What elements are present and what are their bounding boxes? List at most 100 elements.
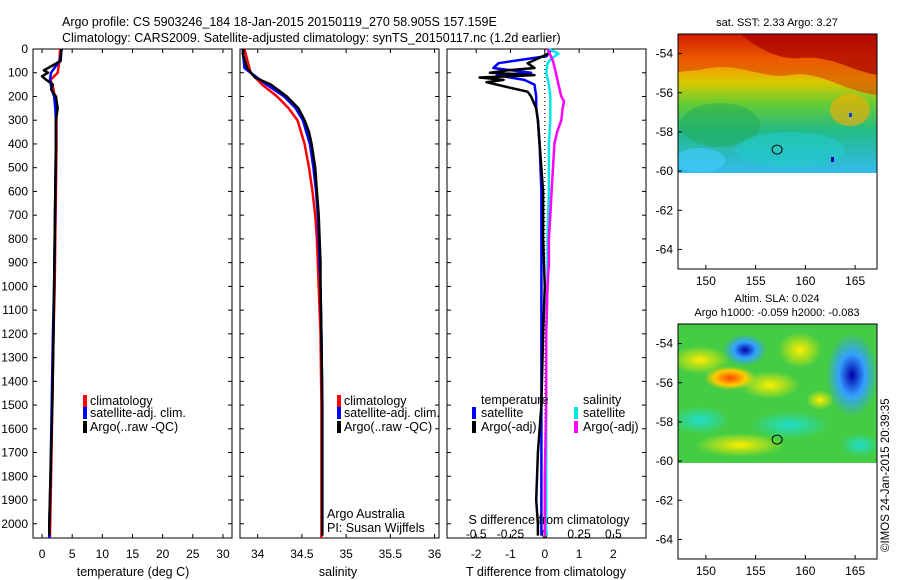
lat-tick-label: -62 <box>656 203 674 217</box>
difference-depth-ticks <box>447 48 646 525</box>
lon-tick-label: 150 <box>696 564 716 578</box>
x-tick-label: 34 <box>251 547 265 561</box>
legend-swatch-t-argo <box>472 421 476 433</box>
difference-legend: temperature satellite Argo(-adj) salinit… <box>472 393 639 434</box>
header-line-2: Climatology: CARS2009. Satellite-adjuste… <box>62 31 561 45</box>
salinity-legend: climatology satellite-adj. clim. Argo(..… <box>337 394 440 434</box>
depth-tick-label: 1100 <box>2 303 28 317</box>
legend-label-s-argo: Argo(-adj) <box>583 420 639 434</box>
lat-tick-label: -56 <box>656 376 674 390</box>
x-tick-label: 5 <box>69 547 76 561</box>
lat-tick-label: -64 <box>656 242 674 256</box>
sla-map-frame <box>677 323 878 560</box>
series-argo-raw-qc <box>241 48 324 536</box>
legend-swatch-climatology <box>83 395 87 407</box>
depth-tick-label: 1400 <box>1 374 28 388</box>
x-tick-label: 34.5 <box>290 547 314 561</box>
x-tick-label: -2 <box>471 547 482 561</box>
depth-tick-label: 700 <box>8 208 28 222</box>
legend-label-t-argo: Argo(-adj) <box>481 420 537 434</box>
depth-tick-label: 200 <box>8 89 28 103</box>
salinity-x-label: salinity <box>319 565 358 579</box>
x-tick-label: 15 <box>126 547 140 561</box>
lon-tick-label: 155 <box>746 564 766 578</box>
temperature-series <box>40 48 64 539</box>
credit-text: Argo Australia <box>327 507 405 521</box>
legend-label-t-satellite: satellite <box>481 406 523 420</box>
x-tick-label: 2 <box>610 547 617 561</box>
x-tick-label: -1 <box>505 547 516 561</box>
timestamp-credit: ©IMOS 24-Jan-2015 20:39:35 <box>880 398 892 552</box>
sst-map-axes: 150 155 160 165 -54 -56 -58 -60 -62 -64 <box>656 47 866 288</box>
sla-field <box>678 324 877 463</box>
header-line-1: Argo profile: CS 5903246_184 18-Jan-2015… <box>62 15 497 29</box>
x2-tick-label: -0.25 <box>497 527 525 541</box>
s-diff-x-label: S difference from climatology <box>469 513 631 527</box>
depth-tick-label: 1900 <box>1 493 28 507</box>
lon-tick-label: 150 <box>696 274 716 288</box>
lon-tick-label: 165 <box>845 564 865 578</box>
sla-map-axes: 150 155 160 165 -54 -56 -58 -60 -62 -64 <box>656 337 866 578</box>
depth-tick-label: 900 <box>8 256 28 270</box>
sst-map-title: sat. SST: 2.33 Argo: 3.27 <box>716 17 838 29</box>
x2-tick-label: 0.5 <box>605 527 622 541</box>
legend-swatch-argo <box>337 421 341 433</box>
depth-tick-label: 2000 <box>1 517 28 531</box>
x2-tick-label: 0.25 <box>567 527 591 541</box>
lon-tick-label: 165 <box>845 274 865 288</box>
temperature-x-ticks: 0 5 10 15 20 25 30 <box>39 49 230 561</box>
x-tick-label: 10 <box>96 547 110 561</box>
series-argo-adj-temperature <box>478 48 552 536</box>
salinity-x-ticks: 34 34.5 35 35.5 36 <box>251 49 442 561</box>
series-argo-adj-salinity <box>543 48 566 536</box>
depth-tick-label: 600 <box>8 184 28 198</box>
x-tick-label: 36 <box>428 547 442 561</box>
depth-tick-label: 1000 <box>1 279 28 293</box>
x-tick-label: 35.5 <box>379 547 403 561</box>
x-tick-label: 30 <box>216 547 230 561</box>
x-tick-label: 25 <box>186 547 200 561</box>
difference-series <box>478 47 566 538</box>
x-tick-label: 0 <box>541 547 548 561</box>
temperature-legend: climatology satellite-adj. clim. Argo(..… <box>83 394 186 434</box>
depth-tick-label: 1200 <box>1 327 28 341</box>
sla-map-title-2: Argo h1000: -0.059 h2000: -0.083 <box>694 307 859 319</box>
pi-text: PI: Susan Wijffels <box>327 521 425 535</box>
lon-tick-label: 155 <box>746 274 766 288</box>
lat-tick-label: -58 <box>656 415 674 429</box>
salinity-plot-frame <box>239 48 440 539</box>
depth-tick-label: 1300 <box>1 351 28 365</box>
x-tick-label: 35 <box>339 547 353 561</box>
lat-tick-label: -62 <box>656 493 674 507</box>
salinity-panel: 34 34.5 35 35.5 36 salinity climatology sate… <box>239 48 442 579</box>
sst-map-frame <box>677 33 878 270</box>
x-tick-label: 0 <box>39 547 46 561</box>
temperature-panel: 0 5 10 15 20 25 30 0 100 200 300 400 500 600 700 800 90… <box>1 42 233 579</box>
legend-swatch-climatology <box>337 395 341 407</box>
depth-tick-label: 400 <box>8 137 28 151</box>
lon-tick-label: 160 <box>795 274 815 288</box>
legend-label-climatology: climatology <box>344 394 407 408</box>
sla-map: Altim. SLA: 0.024 Argo h1000: -0.059 h20… <box>656 293 878 578</box>
temperature-plot-frame <box>32 48 233 539</box>
x-tick-label: 20 <box>156 547 170 561</box>
legend-label-s-satellite: satellite <box>583 406 625 420</box>
float-position-marker <box>771 434 783 445</box>
t-diff-x-ticks: -2 -1 0 1 2 <box>471 49 617 561</box>
depth-tick-label: 800 <box>8 232 28 246</box>
legend-swatch-satellite <box>83 407 87 419</box>
lon-tick-label: 160 <box>795 564 815 578</box>
legend-swatch-s-satellite <box>574 407 578 419</box>
depth-tick-label: 1800 <box>1 469 28 483</box>
salinity-series <box>241 48 324 538</box>
lat-tick-label: -56 <box>656 86 674 100</box>
series-argo-raw-qc <box>40 48 63 536</box>
x-tick-label: 1 <box>576 547 583 561</box>
legend-swatch-argo <box>83 421 87 433</box>
legend-label-climatology: climatology <box>90 394 153 408</box>
legend-label-satellite: satellite-adj. clim. <box>344 406 440 420</box>
float-position-marker <box>771 144 783 155</box>
legend-label-argo: Argo(..raw -QC) <box>344 420 432 434</box>
depth-tick-label: 300 <box>8 113 28 127</box>
legend-diff-salinity-heading: salinity <box>583 393 622 407</box>
